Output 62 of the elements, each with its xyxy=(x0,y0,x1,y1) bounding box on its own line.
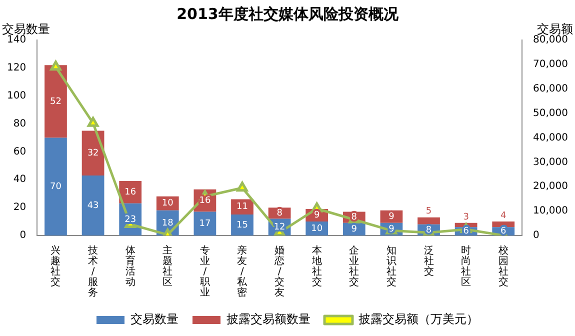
x-tick-label: 本地社交 xyxy=(310,244,322,288)
x-tick-label: 校园社交 xyxy=(497,244,508,288)
y2-tick-label: 70,000 xyxy=(533,59,568,70)
x-tick-label: 知识社交 xyxy=(386,244,396,288)
y2-tick-label: 80,000 xyxy=(533,34,568,46)
bar xyxy=(418,217,440,224)
y-tick-label: 80 xyxy=(13,118,26,130)
data-label: 17 xyxy=(199,218,211,229)
y-tick-label: 120 xyxy=(6,62,26,74)
data-label: 8 xyxy=(426,225,432,236)
x-tick-label: 兴趣社交 xyxy=(50,244,61,288)
data-label: 18 xyxy=(162,218,174,228)
data-label: 23 xyxy=(124,214,136,225)
x-tick-label: 体育活动 xyxy=(125,244,136,288)
legend-label: 交易数量 xyxy=(130,312,178,326)
x-tick-label: 专业/职业 xyxy=(200,244,210,298)
y-tick-label: 0 xyxy=(20,230,26,242)
x-tick-label: 婚恋/交友 xyxy=(274,245,285,298)
x-tick-label: 技术/服务 xyxy=(87,244,98,298)
data-label: 5 xyxy=(426,206,432,217)
y2-axis-title: 交易额 xyxy=(537,22,573,36)
y-axis-title: 交易数量 xyxy=(2,22,50,36)
data-label: 12 xyxy=(274,222,286,232)
x-tick-label: 亲友/私密 xyxy=(237,244,248,298)
chart-title: 2013年度社交媒体风险投资概况 xyxy=(176,4,400,23)
data-label: 8 xyxy=(276,208,283,218)
data-label: 32 xyxy=(87,148,99,158)
data-label: 9 xyxy=(314,210,320,221)
data-label: 52 xyxy=(50,96,62,107)
y2-tick-label: 30,000 xyxy=(533,156,568,168)
x-tick-label: 企业社交 xyxy=(349,244,360,288)
data-label: 3 xyxy=(463,212,469,222)
y2-tick-label: 20,000 xyxy=(533,181,568,192)
point xyxy=(50,60,62,71)
data-label: 70 xyxy=(50,182,62,192)
data-label: 9 xyxy=(388,212,395,222)
x-tick-label: 主题社区 xyxy=(162,244,173,288)
data-label: 9 xyxy=(351,224,358,235)
y2-tick-label: 10,000 xyxy=(533,206,568,217)
point xyxy=(87,116,99,127)
bar xyxy=(44,138,67,236)
y-tick-label: 60 xyxy=(13,146,26,158)
data-label: 15 xyxy=(236,220,248,230)
y-tick-label: 20 xyxy=(13,202,26,214)
y-tick-label: 140 xyxy=(6,34,26,46)
data-label: 11 xyxy=(236,202,248,212)
x-tick-label: 时尚社区 xyxy=(461,244,472,288)
y-tick-label: 100 xyxy=(6,90,26,102)
x-tick-label: 泛社交 xyxy=(424,244,434,278)
data-label: 43 xyxy=(87,200,99,211)
data-label: 10 xyxy=(162,198,174,209)
point xyxy=(236,182,248,192)
y2-tick-label: 50,000 xyxy=(533,108,568,119)
data-label: 16 xyxy=(124,188,136,198)
y2-tick-label: 60,000 xyxy=(533,83,568,94)
y2-tick-label: 40,000 xyxy=(533,132,568,144)
data-label: 4 xyxy=(500,210,506,221)
data-label: 10 xyxy=(311,224,323,234)
y2-tick-label: 0 xyxy=(533,230,540,242)
legend-label: 披露交易额数量 xyxy=(226,312,310,326)
legend-label: 披露交易额（万美元） xyxy=(358,312,478,326)
y-tick-label: 40 xyxy=(13,174,26,186)
